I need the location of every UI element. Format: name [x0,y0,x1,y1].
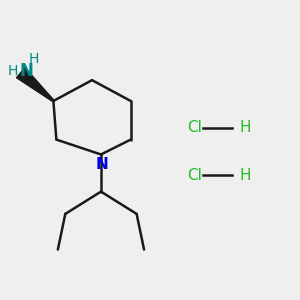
Polygon shape [16,68,54,102]
Text: H: H [29,52,39,66]
Text: Cl: Cl [187,168,202,183]
Text: H: H [239,120,251,135]
Text: H: H [8,64,18,78]
Text: N: N [96,158,109,172]
Text: Cl: Cl [187,120,202,135]
Text: H: H [239,168,251,183]
Text: N: N [19,62,33,80]
